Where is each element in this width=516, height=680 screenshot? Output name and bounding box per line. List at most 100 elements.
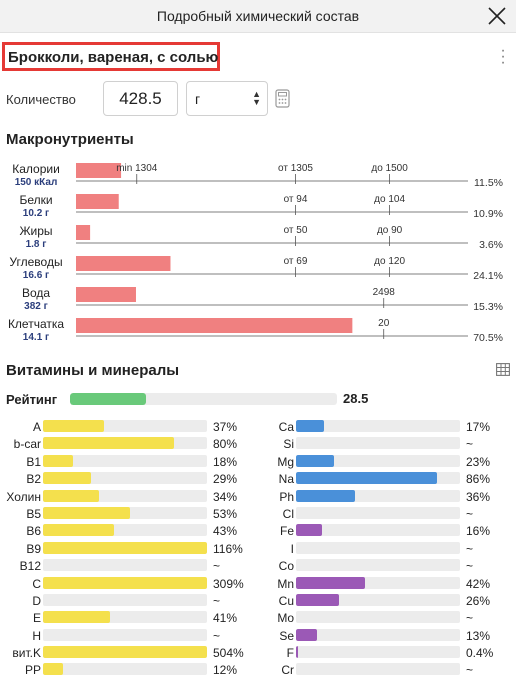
nutrient-percent: 12% [213, 663, 238, 678]
nutrient-bar [296, 611, 460, 624]
nutrient-bar [296, 420, 460, 432]
vitamins-list: A 37% b-car 80% B1 18% B2 29% Холин 34% B5 53% B6 43%… [0, 418, 250, 680]
nutrient-bar [296, 663, 460, 676]
nutrient-name: Mo [277, 611, 294, 626]
nutrient-bar-fill [296, 576, 365, 589]
nutrient-row: A 37% [0, 418, 250, 435]
macro-bar [76, 318, 353, 333]
macro-name: Жиры [19, 224, 52, 238]
nutrient-percent: ~ [213, 628, 221, 643]
nutrient-row: B6 43% [0, 522, 250, 539]
nutrient-bar [43, 646, 207, 659]
macro-name: Клетчатка [8, 317, 64, 331]
nutrient-row: B9 116% [0, 540, 250, 557]
close-icon[interactable] [484, 3, 510, 29]
nutrient-name: вит.K [12, 646, 41, 661]
nutrient-percent: 34% [213, 489, 238, 504]
nutrient-name: Fe [279, 524, 294, 539]
nutrient-bar-fill [43, 437, 175, 450]
nutrient-name: B9 [26, 541, 41, 556]
nutrient-row: B5 53% [0, 505, 250, 522]
rating-bar-fill [70, 393, 147, 405]
calculator-icon[interactable] [275, 89, 290, 108]
dialog-title: Подробный химический состав [156, 8, 360, 24]
nutrient-bar [296, 646, 460, 659]
nutrient-percent: ~ [466, 611, 474, 626]
nutrient-row: B1 18% [0, 453, 250, 470]
nutrient-percent: ~ [466, 663, 474, 678]
nutrient-bar-fill [296, 472, 438, 485]
nutrient-row: F 0.4% [258, 644, 508, 661]
nutrient-name: Ph [279, 489, 294, 504]
macro-name: Калории [12, 162, 60, 176]
nutrient-name: Холин [6, 489, 41, 504]
nutrient-percent: 37% [213, 420, 238, 434]
nutrient-percent: ~ [213, 593, 221, 608]
macro-mark-label: до 120 [374, 256, 405, 267]
nutrient-row: B12 ~ [0, 557, 250, 574]
nutrient-percent: 309% [213, 576, 244, 591]
nutrient-bar [43, 593, 207, 606]
nutrient-row: B2 29% [0, 470, 250, 487]
nutrient-bar-fill [43, 646, 207, 659]
nutrient-percent: 80% [213, 437, 238, 452]
nutrient-row: Mg 23% [258, 453, 508, 470]
nutrient-percent: 29% [213, 472, 238, 487]
nutrient-bar [43, 559, 207, 572]
quantity-input[interactable] [103, 81, 178, 116]
nutrient-name: Mn [277, 576, 294, 591]
nutrient-percent: 0.4% [466, 646, 494, 661]
nutrient-row: I ~ [258, 540, 508, 557]
nutrient-bar-fill [43, 420, 104, 432]
macro-percent: 3.6% [479, 239, 503, 251]
macro-amount: 10.2 г [23, 208, 49, 219]
unit-select-value: г [195, 91, 201, 107]
nutrient-bar-fill [296, 489, 356, 502]
nutrient-row: Холин 34% [0, 488, 250, 505]
nutrient-bar-fill [43, 663, 63, 676]
nutrient-bar [296, 576, 460, 589]
table-icon[interactable] [496, 363, 510, 376]
nutrient-name: PP [24, 663, 41, 678]
nutrient-name: Se [279, 628, 294, 643]
nutrient-percent: 16% [466, 524, 491, 539]
macro-amount: 1.8 г [26, 239, 47, 250]
nutrient-name: B5 [26, 506, 41, 521]
macro-name: Белки [19, 193, 52, 207]
nutrient-bar [296, 559, 460, 572]
nutrient-bar-fill [296, 420, 324, 432]
nutrient-row: Cu 26% [258, 592, 508, 609]
macro-bar [76, 256, 171, 271]
macros-title: Макронутриенты [6, 131, 134, 148]
nutrient-bar [296, 506, 460, 519]
macro-amount: 16.6 г [23, 270, 49, 281]
nutrient-name: Cu [278, 593, 294, 608]
nutrient-name: C [32, 576, 41, 591]
nutrient-row: Cl ~ [258, 505, 508, 522]
nutrient-row: Co ~ [258, 557, 508, 574]
nutrient-bar [296, 593, 460, 606]
nutrient-bar [43, 628, 207, 641]
nutrient-percent: 23% [466, 454, 491, 469]
quantity-label: Количество [6, 92, 76, 107]
more-options-icon[interactable]: · · · [500, 42, 506, 71]
nutrient-bar-fill [296, 524, 323, 537]
macro-percent: 15.3% [473, 301, 503, 313]
nutrient-bar-fill [296, 454, 334, 467]
nutrient-name: A [32, 420, 41, 434]
nutrient-bar [43, 524, 207, 537]
rating-value: 28.5 [343, 391, 369, 406]
nutrient-row: PP 12% [0, 661, 250, 678]
unit-select[interactable]: г ▲ ▼ [186, 81, 268, 116]
nutrient-percent: 41% [213, 611, 238, 626]
nutrient-row: Si ~ [258, 435, 508, 452]
macro-mark-label: 20 [378, 318, 390, 329]
macro-bar [76, 194, 119, 209]
nutrient-percent: ~ [466, 559, 474, 574]
macro-mark-label: от 50 [284, 225, 308, 236]
nutrient-row: b-car 80% [0, 435, 250, 452]
nutrient-name: D [32, 593, 41, 608]
macro-percent: 10.9% [473, 208, 503, 220]
nutrient-bar-fill [43, 472, 91, 485]
nutrient-bar [43, 611, 207, 624]
